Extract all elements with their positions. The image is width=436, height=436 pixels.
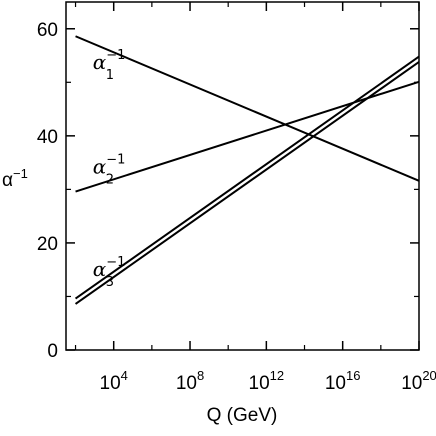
series-label-sub: 3 [106, 275, 114, 290]
series-lines [74, 35, 420, 305]
series-label-sup: −1 [106, 48, 125, 63]
series-label-sub: 1 [106, 68, 114, 83]
x-tick-label-base: 10 [325, 373, 346, 394]
x-tick-label: 104 [100, 368, 128, 394]
series-labels: α−1 1α−1 2α−1 3 [93, 48, 126, 290]
x-tick-label-exp: 12 [270, 368, 284, 383]
x-tick-label-exp: 16 [346, 368, 360, 383]
series-label-2: α−1 2 [93, 152, 126, 187]
x-tick-label-exp: 4 [121, 368, 128, 383]
x-tick-label-exp: 20 [422, 368, 436, 383]
series-label-3: α−1 3 [93, 255, 126, 290]
series-label-base: α [93, 154, 107, 178]
series-label-sub: 2 [106, 172, 114, 187]
series-label-base: α [93, 50, 107, 74]
x-tick-label-base: 10 [249, 373, 270, 394]
series-label-sup: −1 [106, 255, 125, 270]
x-tick-label-base: 10 [176, 373, 197, 394]
y-tick-label: 40 [37, 127, 58, 148]
series-line-3 [74, 61, 420, 305]
x-tick-label: 1012 [249, 368, 285, 394]
series-line-2 [75, 80, 420, 193]
series-line-1 [75, 35, 420, 182]
y-tick-label: 60 [37, 20, 58, 41]
series-label-sup: −1 [106, 152, 125, 167]
x-axis-label: Q (GeV) [207, 405, 278, 426]
x-tick-label: 1016 [325, 368, 361, 394]
x-axis-ticks: 104 108 1012 1016 1020 [74, 2, 436, 394]
x-tick-label-base: 10 [401, 373, 422, 394]
y-axis-label: α−1 [2, 166, 28, 191]
x-tick-label: 1020 [401, 368, 436, 394]
series-label-1: α−1 1 [93, 48, 126, 83]
y-axis-ticks: 0 20 40 60 [37, 20, 419, 362]
y-axis-label-sup: −1 [13, 166, 28, 181]
x-tick-label: 108 [176, 368, 204, 394]
y-axis-label-base: α [2, 170, 13, 191]
y-tick-label: 20 [37, 234, 58, 255]
plot-frame [65, 1, 420, 351]
y-tick-label: 0 [47, 341, 58, 362]
series-label-base: α [93, 257, 107, 281]
series-line-4 [74, 55, 420, 300]
x-tick-label-exp: 8 [197, 368, 204, 383]
x-tick-label-base: 10 [100, 373, 121, 394]
